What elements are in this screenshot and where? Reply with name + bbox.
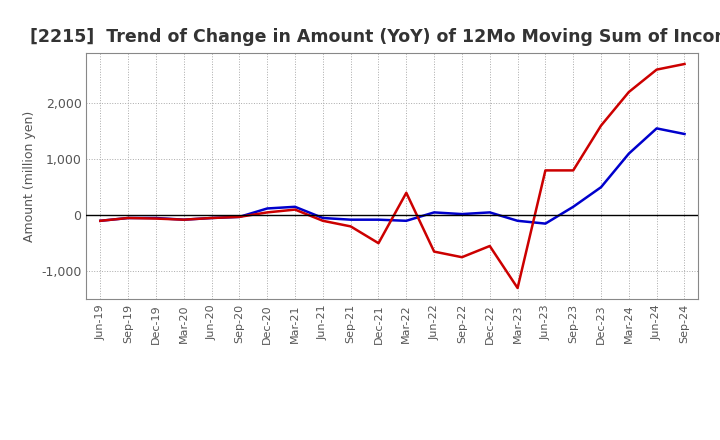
Net Income [652,67,661,72]
Net Income [541,168,550,173]
Legend: Ordinary Income, Net Income: Ordinary Income, Net Income [230,434,555,440]
Ordinary Income [235,214,243,220]
Ordinary Income [541,221,550,226]
Net Income [152,216,161,221]
Net Income [597,123,606,128]
Ordinary Income [569,204,577,209]
Ordinary Income [402,218,410,224]
Net Income [569,168,577,173]
Net Income [263,210,271,215]
Ordinary Income [485,210,494,215]
Net Income [96,218,104,224]
Net Income [374,241,383,246]
Title: [2215]  Trend of Change in Amount (YoY) of 12Mo Moving Sum of Incomes: [2215] Trend of Change in Amount (YoY) o… [30,28,720,46]
Net Income [207,215,216,220]
Ordinary Income [207,215,216,220]
Net Income [124,215,132,220]
Ordinary Income [96,218,104,224]
Net Income [430,249,438,254]
Net Income [624,89,633,95]
Net Income [179,217,188,222]
Net Income [680,61,689,66]
Ordinary Income [179,217,188,222]
Ordinary Income [152,215,161,220]
Line: Net Income: Net Income [100,64,685,288]
Y-axis label: Amount (million yen): Amount (million yen) [22,110,35,242]
Ordinary Income [124,215,132,220]
Ordinary Income [624,151,633,156]
Ordinary Income [513,218,522,224]
Ordinary Income [263,206,271,211]
Ordinary Income [597,184,606,190]
Ordinary Income [430,210,438,215]
Net Income [402,190,410,195]
Net Income [458,255,467,260]
Ordinary Income [374,217,383,222]
Line: Ordinary Income: Ordinary Income [100,128,685,224]
Ordinary Income [291,204,300,209]
Ordinary Income [680,132,689,137]
Net Income [235,214,243,220]
Net Income [346,224,355,229]
Ordinary Income [652,126,661,131]
Net Income [485,243,494,249]
Net Income [291,207,300,212]
Ordinary Income [318,215,327,220]
Net Income [318,218,327,224]
Net Income [513,286,522,291]
Ordinary Income [346,217,355,222]
Ordinary Income [458,212,467,217]
